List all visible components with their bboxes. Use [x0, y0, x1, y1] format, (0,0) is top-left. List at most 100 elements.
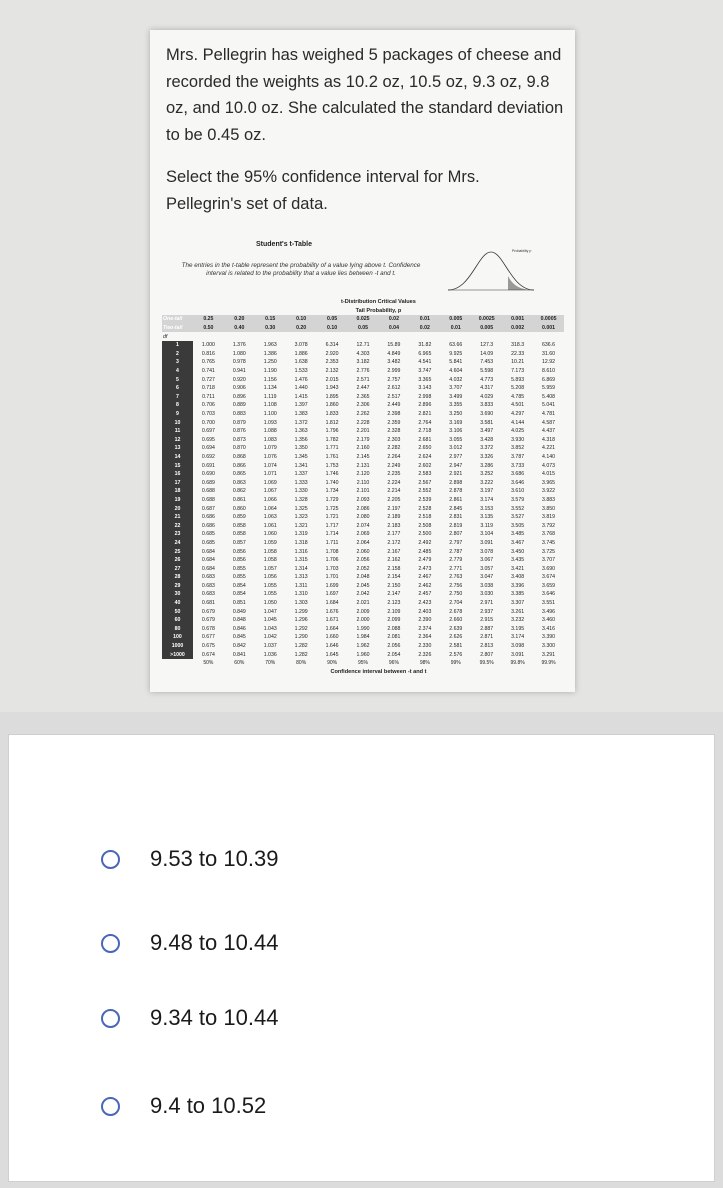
table-cell: 2.158	[387, 565, 401, 572]
table-cell: 0.691	[201, 462, 215, 469]
df-cell: 2	[162, 349, 193, 359]
table-row: 22 0.686 0.858 1.061 1.321 1.717 2.074 2.183 2.5…	[162, 521, 564, 531]
table-cell: 1.064	[263, 505, 277, 512]
table-cell: 1.706	[325, 557, 339, 564]
df-cell: 12	[162, 435, 193, 445]
table-cell: 3.078	[480, 548, 494, 555]
table-cell: 0.858	[232, 531, 246, 538]
table-cell: 2.650	[418, 445, 432, 452]
radio-button[interactable]	[101, 933, 120, 953]
table-cell: 2.224	[387, 479, 401, 486]
table-cell: 3.067	[480, 557, 494, 564]
table-cell: 2.681	[418, 436, 432, 443]
table-cell: 2.878	[449, 488, 463, 495]
column-header: 0.15	[254, 315, 286, 324]
df-cell: 60	[162, 615, 193, 625]
answer-option[interactable]: 9.34 to 10.44	[101, 1003, 278, 1033]
table-cell: 3.850	[542, 505, 556, 512]
answer-option[interactable]: 9.53 to 10.39	[101, 844, 278, 874]
table-cell: 3.326	[480, 453, 494, 460]
table-cell: 3.195	[511, 625, 525, 632]
table-cell: 1.055	[263, 582, 277, 589]
table-cell: 318.3	[511, 342, 525, 349]
table-row: 10 0.700 0.879 1.093 1.372 1.812 2.228 2.359 2.7…	[162, 418, 564, 427]
table-cell: 0.858	[232, 522, 246, 529]
table-cell: 127.3	[480, 342, 494, 349]
table-row: 30 0.683 0.854 1.055 1.310 1.697 2.042 2.147 2.4…	[162, 590, 564, 599]
table-cell: 1.729	[325, 496, 339, 503]
table-cell: 2.179	[356, 436, 370, 443]
table-cell: 4.297	[511, 411, 525, 418]
answer-option[interactable]: 9.4 to 10.52	[101, 1091, 266, 1121]
column-header: 0.20	[285, 323, 317, 333]
table-row: 1000 0.675 0.842 1.037 1.282 1.646 1.962 2.056 2…	[162, 641, 564, 651]
table-cell: 1.386	[263, 350, 277, 357]
table-title: Student's t-Table	[256, 241, 312, 248]
column-header: 0.005	[440, 315, 472, 324]
table-cell: 4.849	[387, 350, 401, 357]
table-cell: 2.000	[356, 617, 370, 624]
table-cell: 3.091	[480, 539, 494, 546]
table-cell: 2.779	[449, 557, 463, 564]
table-cell: 2.365	[356, 393, 370, 400]
table-cell: 1.321	[294, 522, 308, 529]
table-cell: 2.576	[449, 651, 463, 658]
table-cell: 0.686	[201, 514, 215, 521]
table-cell: 2.756	[449, 582, 463, 589]
table-cell: 3.527	[511, 514, 525, 521]
df-cell: 27	[162, 564, 193, 573]
table-cell: 1.069	[263, 479, 277, 486]
table-cell: 2.086	[356, 505, 370, 512]
table-cell: 2.999	[387, 368, 401, 375]
table-cell: 0.683	[201, 574, 215, 581]
table-cell: 2.081	[387, 634, 401, 641]
table-cell: 4.773	[480, 376, 494, 383]
table-cell: 0.688	[201, 488, 215, 495]
table-cell: 3.485	[511, 531, 525, 538]
table-cell: 0.718	[201, 385, 215, 392]
table-cell: 1.311	[294, 582, 308, 589]
table-cell: 0.863	[232, 479, 246, 486]
table-cell: 2.567	[418, 479, 432, 486]
radio-button[interactable]	[101, 1096, 120, 1116]
df-cell: 23	[162, 530, 193, 539]
table-cell: 1.059	[263, 539, 277, 546]
table-cell: 2.718	[418, 428, 432, 435]
df-cell: 100	[162, 633, 193, 642]
bell-curve	[447, 251, 535, 291]
table-cell: 0.854	[232, 582, 246, 589]
table-cell: 3.646	[542, 591, 556, 598]
table-cell: 1.415	[294, 393, 308, 400]
table-cell: 2.479	[418, 557, 432, 564]
table-cell: 3.385	[511, 591, 525, 598]
table-cell: 2.131	[356, 462, 370, 469]
confidence-row: 50% 60% 70% 80% 90% 95% 96% 98% 99% 99.5% 99.8% 99.…	[162, 659, 564, 668]
radio-button[interactable]	[101, 849, 120, 869]
table-cell: 1.319	[294, 531, 308, 538]
table-cell: 2.060	[356, 548, 370, 555]
table-cell: 3.505	[511, 522, 525, 529]
table-cell: 0.873	[232, 436, 246, 443]
table-cell: 2.473	[418, 565, 432, 572]
confidence-cell: 70%	[265, 660, 276, 667]
table-cell: 0.727	[201, 376, 215, 383]
table-cell: 7.453	[480, 359, 494, 366]
table-cell: 3.460	[542, 617, 556, 624]
spacer	[162, 668, 193, 677]
table-cell: 4.785	[511, 393, 525, 400]
radio-button[interactable]	[101, 1008, 120, 1028]
column-header: 0.002	[502, 323, 534, 333]
table-cell: 4.541	[418, 359, 432, 366]
table-cell: 0.674	[201, 651, 215, 658]
table-cell: 1.156	[263, 376, 277, 383]
table-cell: 3.012	[449, 445, 463, 452]
table-cell: 3.091	[511, 651, 525, 658]
table-cell: 1.290	[294, 634, 308, 641]
table-cell: 2.485	[418, 548, 432, 555]
column-header: 0.01	[409, 315, 441, 324]
column-header: 0.50	[192, 323, 224, 333]
table-cell: 2.080	[356, 514, 370, 521]
df-cell: 3	[162, 358, 193, 367]
table-cell: 4.604	[449, 368, 463, 375]
answer-option[interactable]: 9.48 to 10.44	[101, 928, 278, 958]
